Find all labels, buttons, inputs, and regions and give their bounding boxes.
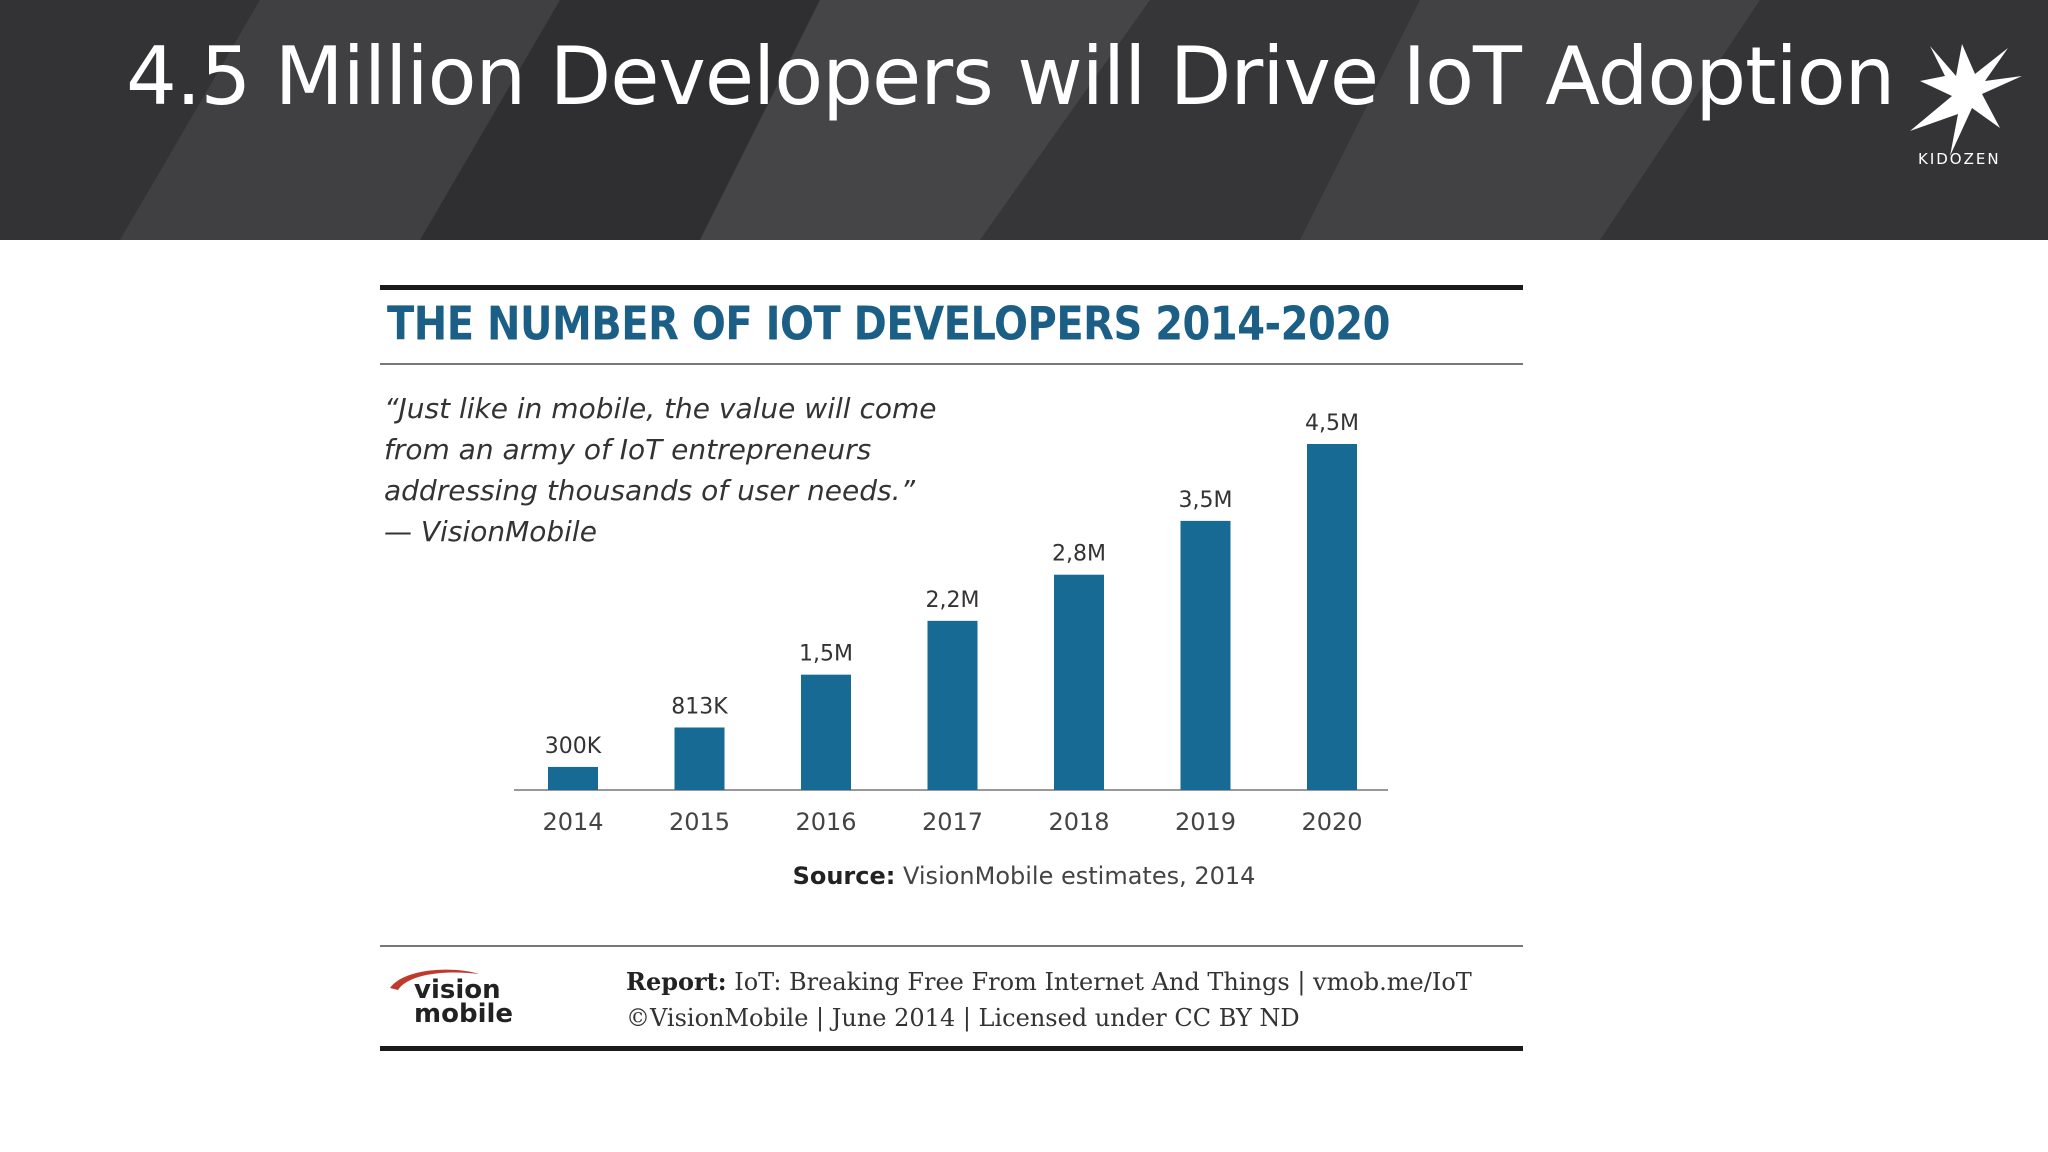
quote-line: from an army of IoT entrepreneurs <box>384 433 872 466</box>
footer-bottom-rule <box>380 1046 1523 1051</box>
x-tick-label-2014: 2014 <box>542 808 603 836</box>
kidozen-bird-logo-icon <box>1910 44 2022 156</box>
quote-line: addressing thousands of user needs.” <box>384 474 916 507</box>
data-label-2018: 2,8M <box>1052 542 1106 567</box>
report-line: Report: IoT: Breaking Free From Internet… <box>626 964 1472 1000</box>
bar-2019 <box>1180 520 1231 790</box>
x-tick-label-2017: 2017 <box>922 808 983 836</box>
bar-2016 <box>801 674 851 790</box>
chart-source: Source: VisionMobile estimates, 2014 <box>0 862 2048 890</box>
slide-header-banner: 4.5 Million Developers will Drive IoT Ad… <box>0 0 2048 240</box>
visionmobile-logo-line2: mobile <box>414 999 513 1026</box>
report-footer: Report: IoT: Breaking Free From Internet… <box>626 964 1472 1036</box>
slide-title: 4.5 Million Developers will Drive IoT Ad… <box>126 30 1895 123</box>
bar-2018 <box>1054 574 1104 790</box>
footer-top-rule <box>380 945 1523 947</box>
visionmobile-logo-line1: vision <box>414 975 501 1005</box>
kidozen-logo-text: KIDOZEN <box>1918 150 2001 168</box>
bar-2020 <box>1307 444 1357 790</box>
chart-top-rule <box>380 285 1523 290</box>
copyright-line: ©VisionMobile | June 2014 | Licensed und… <box>626 1004 1300 1032</box>
data-label-2020: 4,5M <box>1305 411 1359 436</box>
data-label-2014: 300K <box>545 734 602 759</box>
data-label-2019: 3,5M <box>1179 488 1233 513</box>
bar-chart: 300K 2014 813K 2015 1,5M 2016 2,2M 2017 2,8M 2018… <box>514 411 1388 836</box>
source-label: Source: <box>792 862 896 890</box>
x-tick-label-2016: 2016 <box>795 808 856 836</box>
report-text: IoT: Breaking Free From Internet And Thi… <box>734 968 1472 996</box>
chart-title-rule <box>380 363 1523 365</box>
quote-attribution: — VisionMobile <box>384 515 597 548</box>
data-label-2016: 1,5M <box>799 642 853 667</box>
banner-background-pattern <box>0 0 2048 240</box>
x-tick-label-2019: 2019 <box>1175 808 1236 836</box>
quote-block: “Just like in mobile, the value will com… <box>384 388 944 552</box>
data-label-2015: 813K <box>671 694 728 719</box>
bar-2017 <box>927 620 978 790</box>
bar-2014 <box>548 766 598 790</box>
visionmobile-logo-icon: vision mobile <box>390 969 513 1026</box>
source-text: VisionMobile estimates, 2014 <box>903 862 1256 890</box>
quote-line: “Just like in mobile, the value will com… <box>384 392 937 425</box>
report-label: Report: <box>626 967 727 996</box>
bar-2015 <box>674 727 725 790</box>
chart-title: THE NUMBER OF IOT DEVELOPERS 2014-2020 <box>387 298 1390 351</box>
data-label-2017: 2,2M <box>926 588 980 613</box>
x-tick-label-2018: 2018 <box>1048 808 1109 836</box>
x-tick-label-2020: 2020 <box>1301 808 1362 836</box>
x-tick-label-2015: 2015 <box>669 808 730 836</box>
